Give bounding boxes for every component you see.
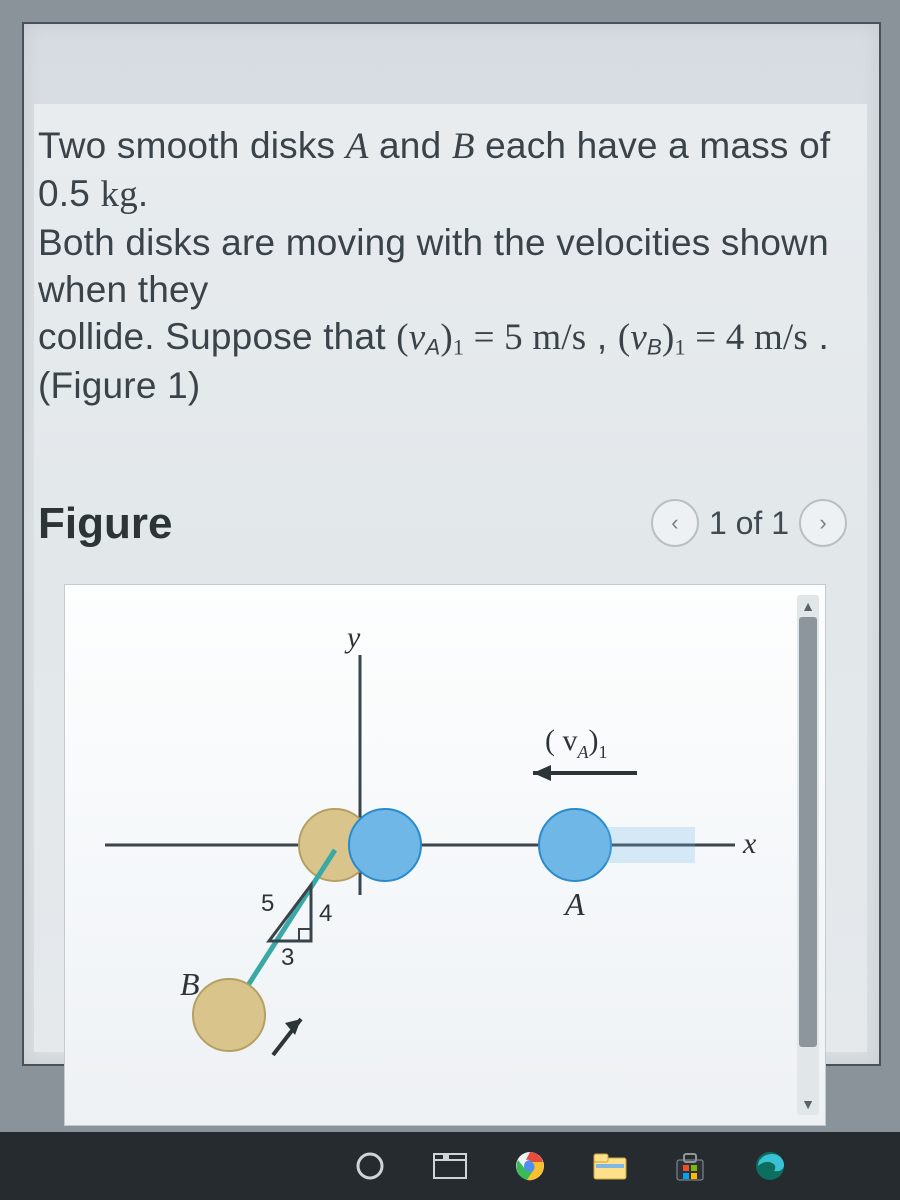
tri-opp: 4: [319, 900, 332, 927]
B-label: B: [180, 966, 200, 1002]
slope-triangle: 5 4 3: [261, 885, 332, 971]
disk-B: [193, 979, 265, 1051]
unit-ms: m/s: [754, 317, 808, 358]
unit-kg: kg: [101, 174, 138, 215]
figure-pager: ‹ 1 of 1 ›: [651, 499, 847, 547]
figure-panel: y x: [64, 584, 826, 1126]
eq: = 5: [464, 317, 532, 358]
paren: ): [662, 317, 675, 358]
var-A: A: [346, 126, 369, 167]
vB-arrow-head: [285, 1019, 301, 1035]
y-axis-label: y: [344, 621, 361, 654]
paren: ): [440, 317, 453, 358]
pager-prev-button[interactable]: ‹: [651, 499, 699, 547]
figure-scrollbar[interactable]: ▲ ▼: [797, 595, 819, 1115]
text: and: [369, 125, 452, 166]
sub-1: 1: [453, 335, 464, 360]
text: Both disks are moving with the velocitie…: [38, 222, 829, 310]
A-label: A: [563, 886, 585, 922]
vA-label: ( vA)1: [545, 724, 608, 762]
cortana-icon[interactable]: [350, 1146, 390, 1186]
scroll-up-icon[interactable]: ▲: [797, 597, 819, 615]
scroll-thumb[interactable]: [799, 617, 817, 1047]
app-window: Two smooth disks A and B each have a mas…: [22, 22, 881, 1066]
chrome-icon[interactable]: [510, 1146, 550, 1186]
x-axis-label: x: [742, 827, 757, 860]
disk-A-blur: [595, 827, 695, 863]
figure-heading: Figure: [38, 499, 172, 549]
tri-adj: 3: [281, 944, 294, 971]
var-v: v: [409, 317, 426, 358]
var-v: v: [630, 317, 647, 358]
diagram: y x: [75, 595, 785, 1115]
unit-ms: m/s: [532, 317, 586, 358]
paren: (: [396, 317, 409, 358]
var-B: B: [452, 126, 475, 167]
disk-origin-blue: [349, 809, 421, 881]
taskview-icon[interactable]: [430, 1146, 470, 1186]
text: collide. Suppose that: [38, 316, 396, 357]
tri-hyp: 5: [261, 890, 274, 917]
sub-A: A: [425, 335, 440, 360]
taskbar: [0, 1132, 900, 1200]
sub-1: 1: [675, 335, 686, 360]
text: .: [138, 173, 148, 214]
diagram-svg: y x: [75, 595, 785, 1115]
edge-icon[interactable]: [750, 1146, 790, 1186]
text: ,: [586, 316, 617, 357]
pager-text: 1 of 1: [709, 505, 789, 542]
pager-next-button[interactable]: ›: [799, 499, 847, 547]
eq: = 4: [686, 317, 754, 358]
text: Two smooth disks: [38, 125, 346, 166]
vA-arrow-head: [533, 765, 551, 781]
ms-store-icon[interactable]: [670, 1146, 710, 1186]
text: .: [808, 316, 829, 357]
figure-ref: (Figure 1): [38, 365, 200, 406]
problem-statement: Two smooth disks A and B each have a mas…: [38, 122, 857, 410]
paren: (: [618, 317, 631, 358]
sub-B: B: [647, 335, 662, 360]
file-explorer-icon[interactable]: [590, 1146, 630, 1186]
scroll-down-icon[interactable]: ▼: [797, 1095, 819, 1113]
content-pane: Two smooth disks A and B each have a mas…: [34, 104, 867, 1052]
